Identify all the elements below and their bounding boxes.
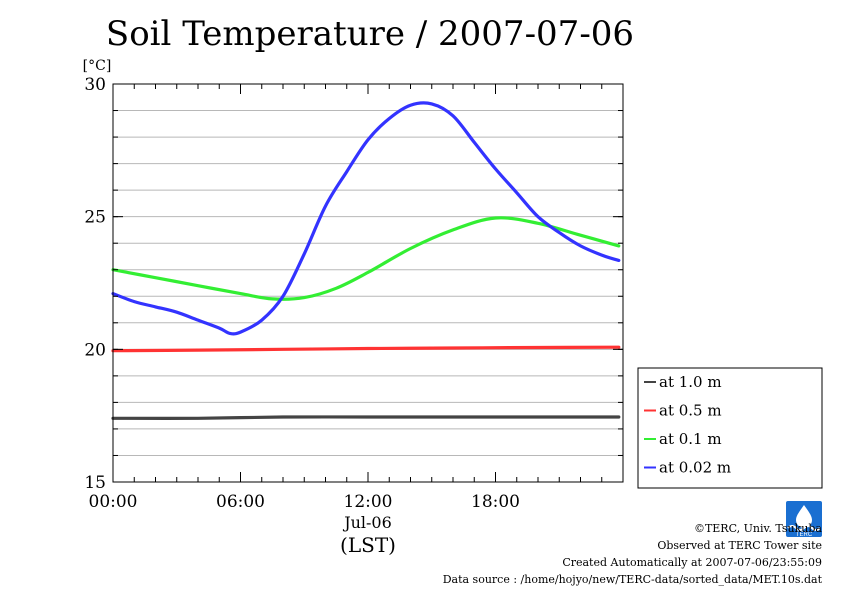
created-text: Created Automatically at 2007-07-06/23:5… — [562, 556, 822, 569]
x-tick-label: 00:00 — [89, 492, 138, 512]
series-line-2 — [111, 345, 621, 353]
y-tick-label: 15 — [84, 473, 106, 493]
chart-title: Soil Temperature / 2007-07-06 — [105, 14, 635, 54]
logo-text: TERC — [796, 532, 813, 538]
terc-logo-icon: TERC — [786, 501, 822, 538]
x-tick-label: 12:00 — [344, 492, 393, 512]
site-text: Observed at TERC Tower site — [657, 539, 822, 552]
legend-label: at 1.0 m — [659, 373, 722, 391]
series-line-1 — [111, 415, 621, 420]
series-line-3 — [111, 216, 621, 301]
legend-box — [637, 367, 823, 489]
axis-ticks — [113, 83, 623, 483]
x-tick-label: 18:00 — [471, 492, 520, 512]
x-tick-label: 06:00 — [216, 492, 265, 512]
x-axis-sublabel: (LST) — [340, 533, 396, 557]
y-tick-label: 20 — [84, 340, 106, 360]
x-axis-label: Jul-06 — [342, 513, 392, 532]
legend-label: at 0.02 m — [659, 459, 731, 477]
legend-label: at 0.1 m — [659, 430, 722, 448]
series-lines — [111, 101, 621, 420]
y-axis-label: [°C] — [83, 58, 112, 74]
source-text: Data source : /home/hojyo/new/TERC-data/… — [442, 573, 822, 586]
y-tick-label: 25 — [84, 208, 106, 228]
copyright-text: ©TERC, Univ. Tsukuba — [693, 522, 822, 535]
series-line-4 — [111, 101, 621, 336]
y-tick-label: 30 — [84, 75, 106, 95]
legend-label: at 0.5 m — [659, 402, 722, 420]
axis-labels: 15 20 25 30 00:00 06:00 12:00 18:00 Jul-06(LST) [… — [83, 58, 520, 557]
legend: at 1.0 m at 0.5 m at 0.1 m at 0.02 m — [637, 367, 823, 489]
